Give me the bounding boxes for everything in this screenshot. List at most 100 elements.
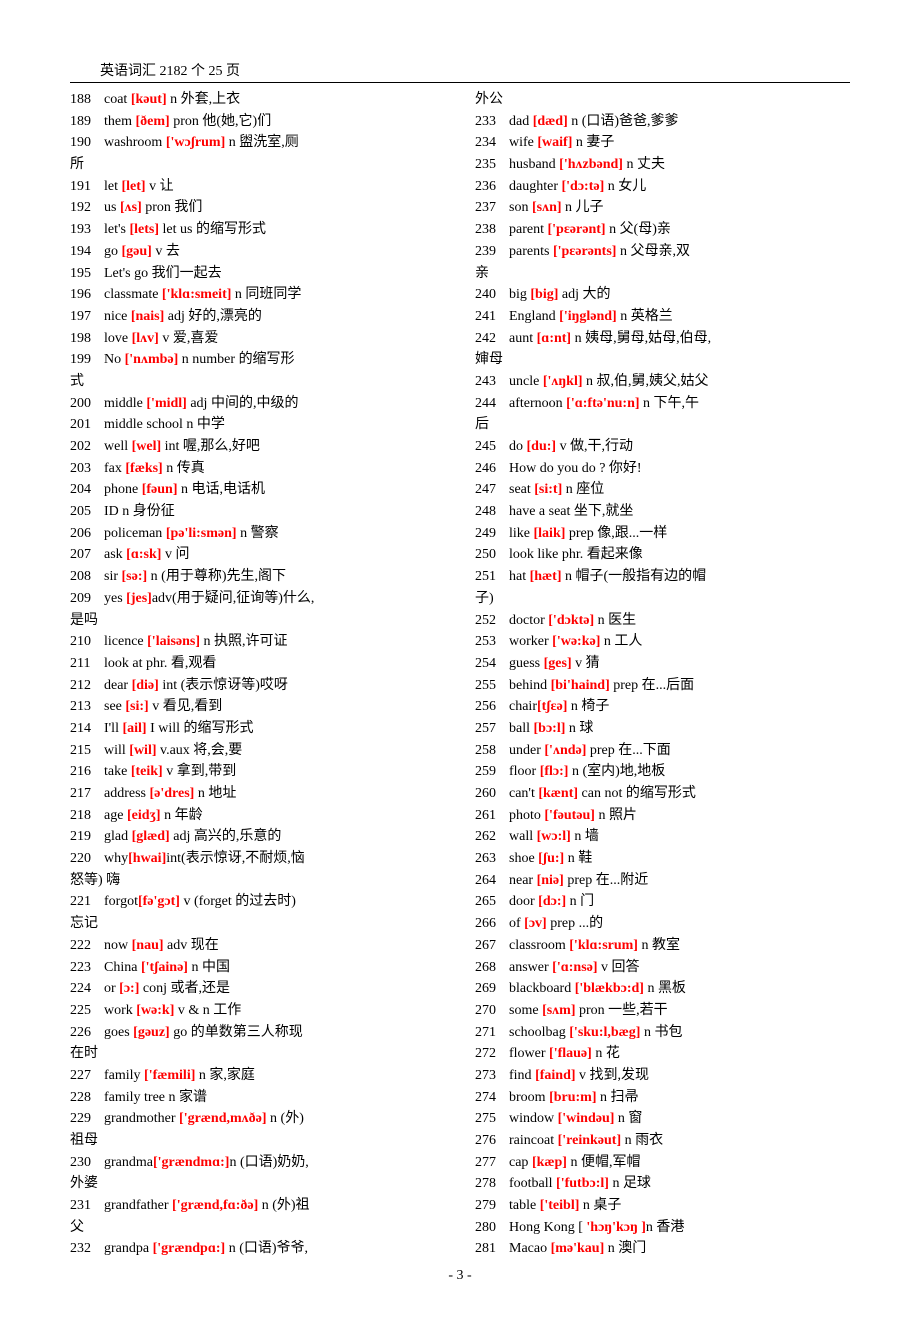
vocab-entry: 271schoolbag ['sku:l,bæg] n 书包 (475, 1022, 850, 1044)
entry-word: 是吗 (70, 613, 98, 628)
entry-number: 261 (475, 805, 509, 827)
vocab-entry: 194go [gəu] v 去 (70, 241, 445, 263)
entry-word: How do you do ? 你好! (509, 461, 642, 476)
entry-pronunciation: [fə'gɔt] (138, 894, 180, 909)
entry-pronunciation: ['pɛərənts] (553, 244, 617, 259)
entry-pronunciation: ['nʌmbə] (125, 352, 179, 367)
vocab-entry: 275window ['windəu] n 窗 (475, 1108, 850, 1130)
entry-word: have a seat 坐下,就坐 (509, 504, 633, 519)
entry-pronunciation: [tʃɛə] (537, 699, 567, 714)
vocab-entry: 208sir [sə:] n (用于尊称)先生,阁下 (70, 566, 445, 588)
entry-definition: v & n 工作 (174, 1003, 241, 1018)
entry-number: 278 (475, 1173, 509, 1195)
entry-number: 188 (70, 89, 104, 111)
entry-definition: n 家,家庭 (195, 1068, 255, 1083)
entry-number: 219 (70, 826, 104, 848)
entry-number: 270 (475, 1000, 509, 1022)
entry-pronunciation: [dæd] (533, 114, 568, 129)
vocab-entry: 203fax [fæks] n 传真 (70, 458, 445, 480)
entry-pronunciation: [wɔ:l] (537, 829, 571, 844)
entry-number: 224 (70, 978, 104, 1000)
entry-pronunciation: ['dɔktə] (548, 613, 594, 628)
entry-word: wife (509, 135, 537, 150)
entry-definition: v (forget 的过去时) (180, 894, 296, 909)
entry-number: 220 (70, 848, 104, 870)
page-header: 英语词汇 2182 个 25 页 (100, 60, 850, 80)
entry-number: 244 (475, 393, 509, 415)
entry-pronunciation: [wel] (132, 439, 162, 454)
entry-number: 212 (70, 675, 104, 697)
entry-definition: n (用于尊称)先生,阁下 (147, 569, 286, 584)
entry-word: see (104, 699, 125, 714)
vocab-entry: 206policeman [pə'li:smən] n 警察 (70, 523, 445, 545)
entry-definition: n (外) (267, 1111, 304, 1126)
entry-number: 235 (475, 154, 509, 176)
entry-number: 215 (70, 740, 104, 762)
vocab-entry: 234wife [waif] n 妻子 (475, 132, 850, 154)
left-column: 188coat [kəut] n 外套,上衣189them [ðem] pron… (70, 89, 445, 1260)
entry-pronunciation: ['ʌndə] (544, 743, 586, 758)
vocab-entry: 211look at phr. 看,观看 (70, 653, 445, 675)
entry-pronunciation: ['fəutəu] (544, 808, 595, 823)
entry-number: 243 (475, 371, 509, 393)
vocab-entry: 忘记 (70, 913, 445, 935)
entry-word: policeman (104, 526, 166, 541)
entry-number: 208 (70, 566, 104, 588)
entry-definition: n 丈夫 (623, 157, 665, 172)
entry-word: daughter (509, 179, 561, 194)
entry-number: 254 (475, 653, 509, 675)
entry-word: answer (509, 960, 552, 975)
vocab-entry: 191let [let] v 让 (70, 176, 445, 198)
entry-definition: n 黑板 (644, 981, 686, 996)
entry-pronunciation: [ɔv] (524, 916, 547, 931)
vocab-entry: 221forgot[fə'gɔt] v (forget 的过去时) (70, 891, 445, 913)
entry-pronunciation: [wil] (129, 743, 156, 758)
entry-definition: n 雨衣 (621, 1133, 663, 1148)
entry-pronunciation: [ə'dres] (150, 786, 195, 801)
entry-word: grandfather (104, 1198, 172, 1213)
vocab-entry: 236daughter ['dɔ:tə] n 女儿 (475, 176, 850, 198)
vocab-entry: 213see [si:] v 看见,看到 (70, 696, 445, 718)
entry-pronunciation: [ɑ:sk] (126, 547, 161, 562)
entry-word: chair (509, 699, 537, 714)
entry-definition: adj 好的,漂亮的 (164, 309, 262, 324)
entry-word: look like phr. 看起来像 (509, 547, 643, 562)
entry-word: Hong Kong [ (509, 1220, 586, 1235)
entry-word: ID n 身份征 (104, 504, 175, 519)
entry-word: blackboard (509, 981, 575, 996)
vocab-entry: 220why[hwai]int(表示惊讶,不耐烦,恼 (70, 848, 445, 870)
entry-number: 202 (70, 436, 104, 458)
entry-number: 218 (70, 805, 104, 827)
entry-pronunciation: ['wə:kə] (552, 634, 600, 649)
entry-pronunciation: [si:] (125, 699, 148, 714)
entry-pronunciation: ['teibl] (540, 1198, 580, 1213)
entry-word: ball (509, 721, 534, 736)
entry-pronunciation: [ðem] (136, 114, 170, 129)
entry-pronunciation: [lʌv] (132, 331, 159, 346)
entry-definition: n 警察 (237, 526, 279, 541)
vocab-entry: 祖母 (70, 1130, 445, 1152)
entry-pronunciation: ['wɔʃrum] (166, 135, 225, 150)
vocab-entry: 201middle school n 中学 (70, 414, 445, 436)
entry-pronunciation: [jes] (126, 591, 152, 606)
vocab-entry: 269blackboard ['blækbɔ:d] n 黑板 (475, 978, 850, 1000)
entry-word: broom (509, 1090, 549, 1105)
entry-definition: n (外)祖 (258, 1198, 309, 1213)
entry-word: grandmother (104, 1111, 179, 1126)
vocab-entry: 279table ['teibl] n 桌子 (475, 1195, 850, 1217)
entry-pronunciation: [nau] (132, 938, 164, 953)
entry-word: guess (509, 656, 544, 671)
entry-pronunciation: [gəuz] (133, 1025, 170, 1040)
entry-pronunciation: [ɑ:nt] (537, 331, 571, 346)
entry-definition: go 的单数第三人称现 (170, 1025, 303, 1040)
entry-word: husband (509, 157, 559, 172)
vocab-entry: 怒等) 嗨 (70, 870, 445, 892)
entry-word: 忘记 (70, 916, 98, 931)
entry-definition: n 墙 (571, 829, 599, 844)
vocab-entry: 254guess [ges] v 猜 (475, 653, 850, 675)
entry-pronunciation: [ɔ:] (119, 981, 139, 996)
entry-word: son (509, 200, 532, 215)
entry-number: 269 (475, 978, 509, 1000)
vocab-entry: 200middle ['midl] adj 中间的,中级的 (70, 393, 445, 415)
entry-pronunciation: ['tʃainə] (141, 960, 188, 975)
